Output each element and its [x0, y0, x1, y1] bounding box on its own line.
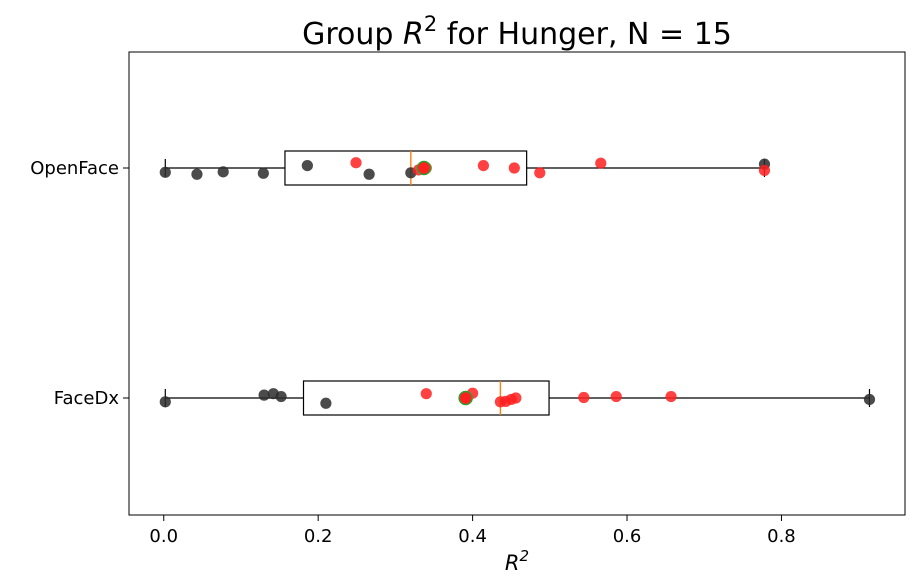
data-point — [477, 160, 490, 172]
data-point — [363, 168, 375, 180]
data-point — [258, 389, 270, 401]
plot-frame — [128, 51, 906, 516]
data-point — [275, 390, 287, 403]
mean-marker — [458, 390, 473, 406]
data-point — [534, 167, 546, 179]
data-point — [301, 160, 313, 172]
data-point — [665, 390, 677, 403]
data-point — [610, 390, 622, 403]
data-point — [508, 162, 520, 174]
iqr-box — [302, 380, 550, 416]
plot-content — [159, 150, 876, 416]
box-group-openface — [159, 150, 771, 186]
chart-title: Group R2 for Hunger, N = 15 — [302, 12, 732, 52]
data-point — [257, 167, 269, 179]
data-point — [320, 397, 332, 409]
data-point — [350, 157, 362, 169]
data-point — [217, 166, 229, 178]
data-point — [159, 166, 171, 178]
data-point — [159, 396, 171, 408]
x-axis-ticks: 0.0 0.2 0.4 0.6 0.8 — [149, 515, 796, 547]
data-point — [420, 388, 432, 400]
mean-marker — [416, 160, 432, 176]
data-point — [578, 391, 590, 404]
data-point — [595, 157, 607, 169]
data-point — [758, 164, 771, 176]
x-tick-label: 0.2 — [304, 526, 333, 547]
x-tick-label: 0.4 — [458, 526, 487, 547]
data-point — [510, 392, 522, 404]
x-tick-label: 0.0 — [149, 526, 178, 547]
y-axis-ticks: OpenFace FaceDx — [30, 158, 129, 409]
data-point — [191, 168, 203, 180]
y-tick-label: OpenFace — [30, 158, 119, 179]
data-point — [863, 393, 876, 406]
x-axis-label: R2 — [505, 547, 529, 575]
x-tick-label: 0.8 — [767, 526, 796, 547]
box-group-facedx — [159, 380, 876, 416]
y-tick-label: FaceDx — [54, 388, 120, 409]
x-tick-label: 0.6 — [613, 526, 642, 547]
iqr-box — [284, 150, 528, 186]
